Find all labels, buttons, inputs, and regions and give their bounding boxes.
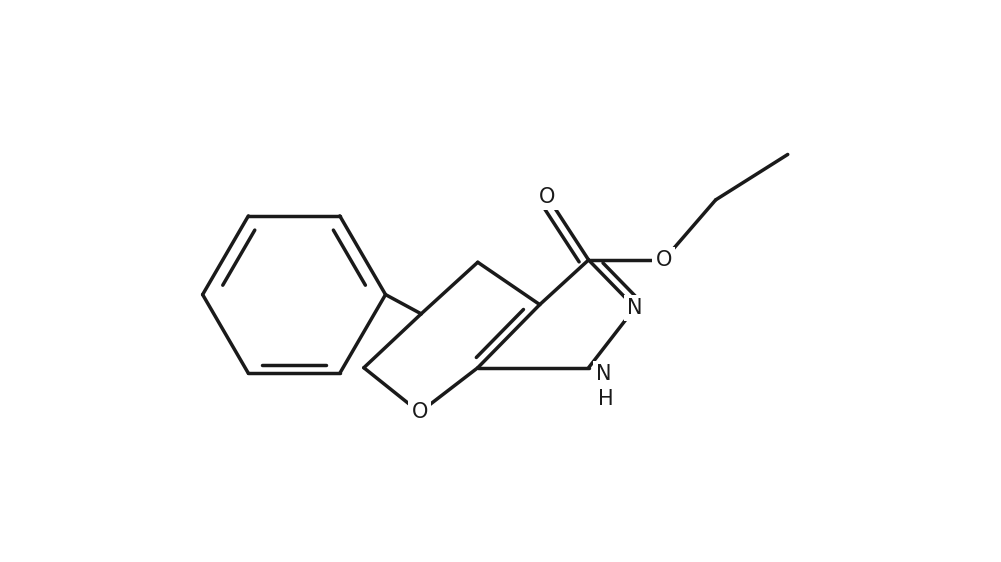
Text: H: H [598,388,614,409]
Text: O: O [540,187,556,207]
Text: O: O [656,250,672,270]
Text: N: N [597,364,612,384]
Text: O: O [411,402,427,423]
Text: N: N [628,298,643,318]
